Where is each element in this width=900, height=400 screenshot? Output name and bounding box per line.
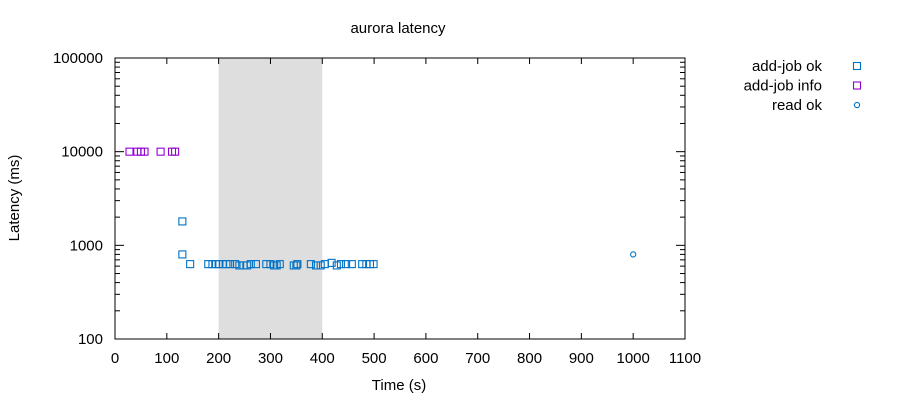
data-point <box>251 260 260 269</box>
data-point <box>347 260 356 269</box>
data-point <box>292 261 301 270</box>
data-point <box>178 250 187 259</box>
x-tick-label: 0 <box>111 350 119 367</box>
y-tick-label: 100 <box>78 331 103 348</box>
legend-marker <box>853 101 861 109</box>
shaded-region <box>218 58 323 339</box>
data-point <box>204 260 213 269</box>
x-tick-label: 1000 <box>616 350 649 367</box>
legend-label: read ok <box>772 97 823 114</box>
plot-frame <box>114 57 686 340</box>
y-tick-label: 10000 <box>61 144 103 161</box>
data-point <box>293 260 302 269</box>
y-tick-label: 100000 <box>53 50 103 67</box>
data-point <box>125 147 134 156</box>
data-point <box>332 261 341 270</box>
series-read-ok <box>630 251 637 258</box>
x-tick-label: 1100 <box>669 350 701 367</box>
data-point <box>630 251 637 258</box>
data-point <box>306 260 315 269</box>
data-point <box>246 260 255 269</box>
x-tick-label: 300 <box>258 350 283 367</box>
data-point <box>327 258 336 267</box>
y-axis-title: Latency (ms) <box>6 155 23 242</box>
legend-label: add-job info <box>744 78 822 95</box>
data-point <box>156 147 165 156</box>
series-add-job-info <box>125 147 180 156</box>
data-point <box>312 261 321 270</box>
legend-marker <box>852 61 862 71</box>
data-point <box>235 261 244 270</box>
data-point <box>178 217 187 226</box>
x-tick-label: 200 <box>206 350 231 367</box>
data-point <box>225 260 235 269</box>
x-axis-title: Time (s) <box>372 377 426 394</box>
data-point <box>358 260 367 269</box>
x-tick-label: 800 <box>517 350 542 367</box>
data-point <box>275 260 284 269</box>
data-point <box>342 260 351 269</box>
data-point <box>140 147 149 156</box>
legend-marker <box>852 81 862 90</box>
chart-title: aurora latency <box>350 20 446 37</box>
data-point <box>214 260 223 269</box>
x-tick-label: 100 <box>154 350 179 367</box>
data-point <box>369 260 378 269</box>
plot-area: 0 100 200 300 400 500 600 700 800 900 1000 1100 100 1… <box>53 50 701 367</box>
data-point <box>186 260 195 269</box>
y-tick-label: 1000 <box>70 237 103 254</box>
data-point <box>171 147 180 156</box>
data-point <box>231 260 240 269</box>
data-point <box>262 260 271 269</box>
legend-label: add-job ok <box>752 58 823 75</box>
x-tick-label: 500 <box>362 350 387 367</box>
x-tick-label: 900 <box>569 350 594 367</box>
x-tick-label: 600 <box>413 350 438 367</box>
x-tick-label: 400 <box>310 350 335 367</box>
data-point <box>316 261 325 270</box>
x-tick-label: 700 <box>465 350 490 367</box>
series-add-job-ok <box>178 217 378 270</box>
data-point <box>336 260 345 269</box>
legend: add-job ok add-job info read ok <box>744 58 862 114</box>
